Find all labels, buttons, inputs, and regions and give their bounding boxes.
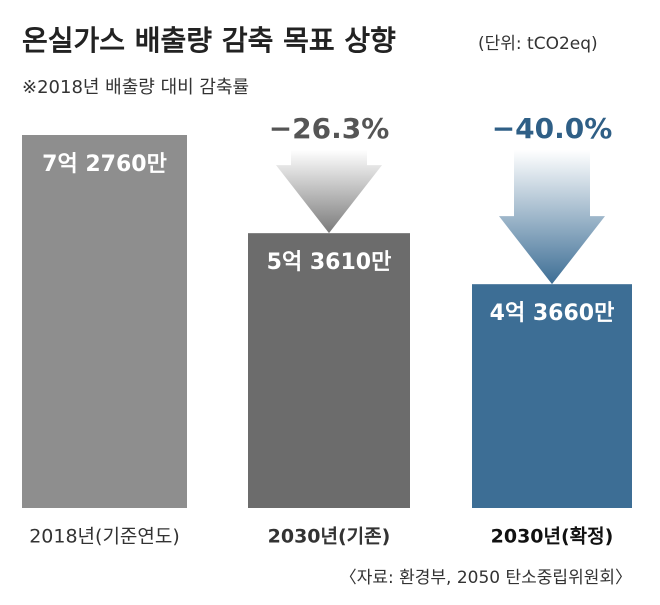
x-tick-label: 2030년(확정) [491, 525, 614, 548]
value-label: 7억 2760만 [42, 152, 167, 177]
x-tick-label: 2018년(기준연도) [29, 526, 180, 548]
annotation: −26.3% [269, 112, 390, 145]
bar [22, 135, 187, 508]
x-tick-label: 2030년(기존) [268, 526, 391, 548]
bar [472, 284, 632, 508]
arrow [499, 150, 605, 285]
chart-title: 온실가스 배출량 감축 목표 상향 [22, 24, 396, 57]
arrow [276, 150, 382, 234]
chart-source: 〈자료: 환경부, 2050 탄소중립위원회〉 [340, 568, 632, 588]
value-label: 4억 3660만 [490, 301, 615, 326]
bar [248, 233, 410, 508]
chart-subtitle: (단위: tCO2eq) [478, 34, 598, 54]
chart-note: ※2018년 배출량 대비 감축률 [22, 77, 249, 98]
annotation: −40.0% [492, 112, 613, 145]
value-label: 5억 3610만 [267, 250, 392, 275]
